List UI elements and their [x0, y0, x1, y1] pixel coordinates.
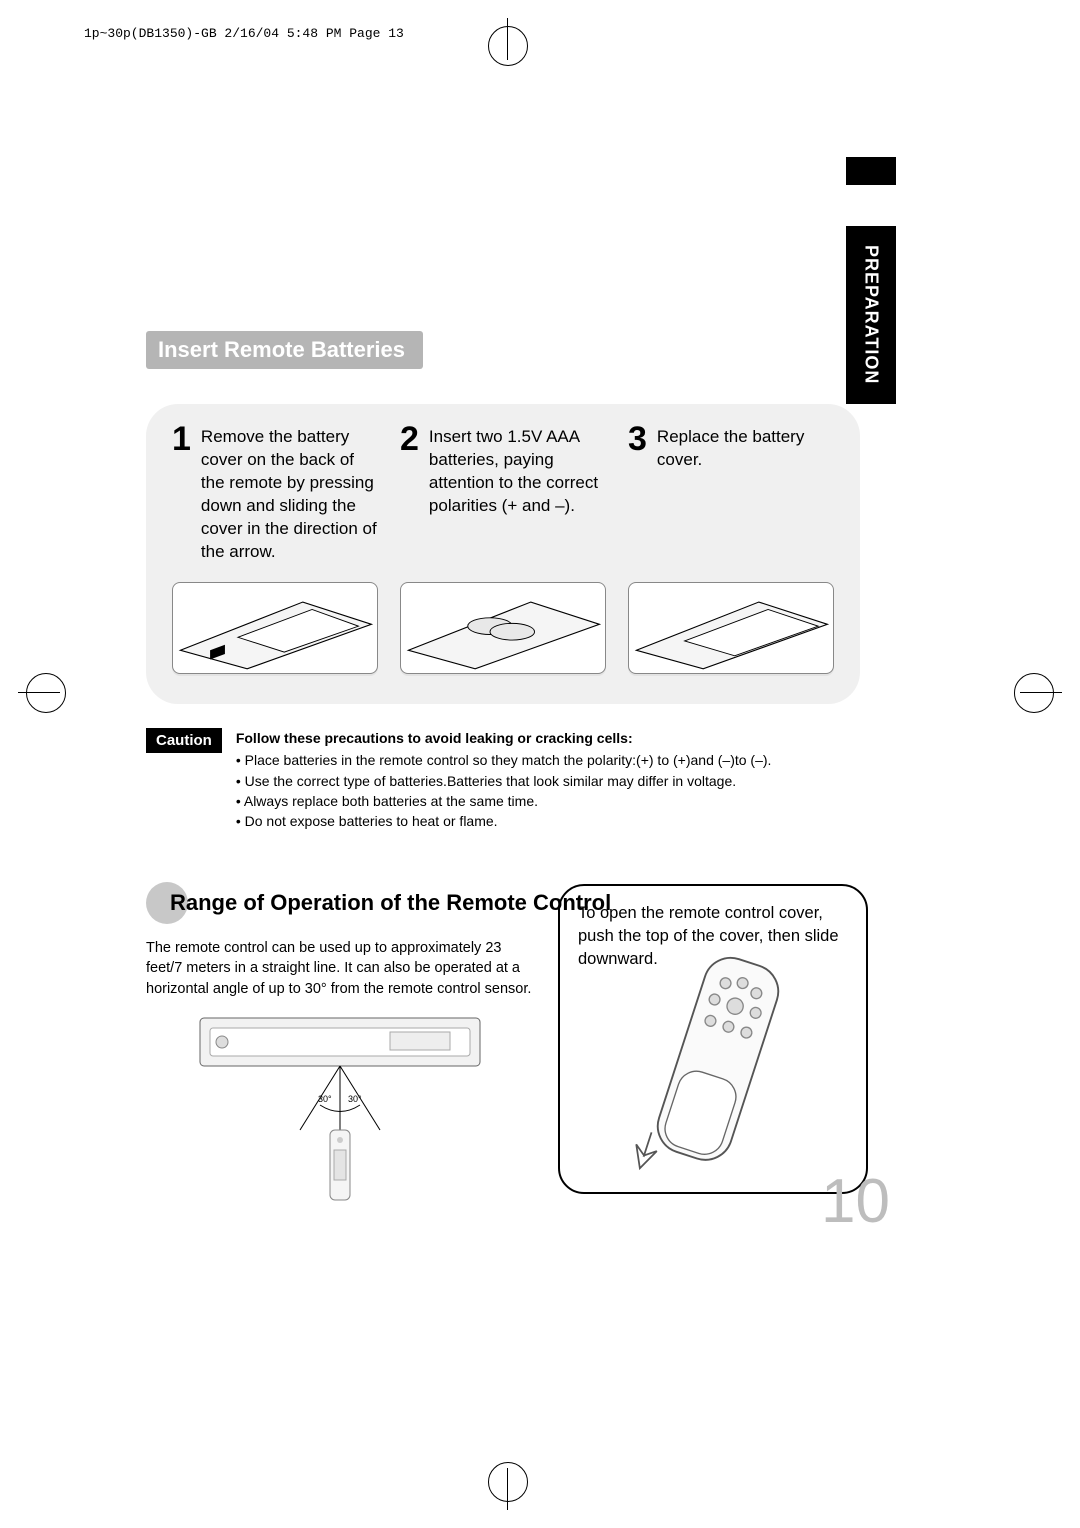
caution-list: Place batteries in the remote control so…	[236, 750, 866, 831]
registration-mark-left	[18, 663, 60, 721]
step-number: 2	[400, 422, 419, 456]
caution-item: Always replace both batteries at the sam…	[236, 791, 866, 811]
caution-item: Do not expose batteries to heat or flame…	[236, 811, 866, 831]
print-header: 1p~30p(DB1350)-GB 2/16/04 5:48 PM Page 1…	[84, 26, 404, 41]
range-title: Range of Operation of the Remote Control	[170, 890, 611, 916]
step-3: 3 Replace the battery cover.	[628, 422, 834, 690]
step-number: 3	[628, 422, 647, 456]
step-number: 1	[172, 422, 191, 456]
caution-badge: Caution	[146, 728, 222, 753]
angle-left-label: 30°	[318, 1094, 332, 1104]
step-1: 1 Remove the battery cover on the back o…	[172, 422, 378, 690]
steps-container: 1 Remove the battery cover on the back o…	[146, 404, 860, 704]
range-diagram: 30° 30°	[190, 1010, 490, 1210]
section-title: Insert Remote Batteries	[146, 331, 423, 369]
cover-open-box: To open the remote control cover, push t…	[558, 884, 868, 1194]
registration-mark-bottom	[478, 1468, 536, 1510]
side-tab-label: PREPARATION	[846, 226, 896, 404]
caution-body: Follow these precautions to avoid leakin…	[236, 728, 866, 831]
registration-mark-top	[478, 18, 536, 60]
step-text: Insert two 1.5V AAA batteries, paying at…	[429, 422, 606, 518]
step-text: Replace the battery cover.	[657, 422, 834, 472]
step-3-illustration	[628, 582, 834, 674]
range-heading: Range of Operation of the Remote Control	[146, 882, 611, 924]
step-2-illustration	[400, 582, 606, 674]
caution-section: Caution Follow these precautions to avoi…	[146, 728, 866, 831]
step-2: 2 Insert two 1.5V AAA batteries, paying …	[400, 422, 606, 690]
step-text: Remove the battery cover on the back of …	[201, 422, 378, 564]
angle-right-label: 30°	[348, 1094, 362, 1104]
caution-item: Use the correct type of batteries.Batter…	[236, 771, 866, 791]
range-text: The remote control can be used up to app…	[146, 938, 536, 999]
caution-title: Follow these precautions to avoid leakin…	[236, 728, 866, 748]
remote-cover-illustration	[578, 979, 848, 1169]
page-number: 10	[821, 1166, 890, 1237]
registration-mark-right	[1020, 663, 1062, 721]
caution-item: Place batteries in the remote control so…	[236, 750, 866, 770]
step-1-illustration	[172, 582, 378, 674]
side-tab-marker	[846, 157, 896, 185]
